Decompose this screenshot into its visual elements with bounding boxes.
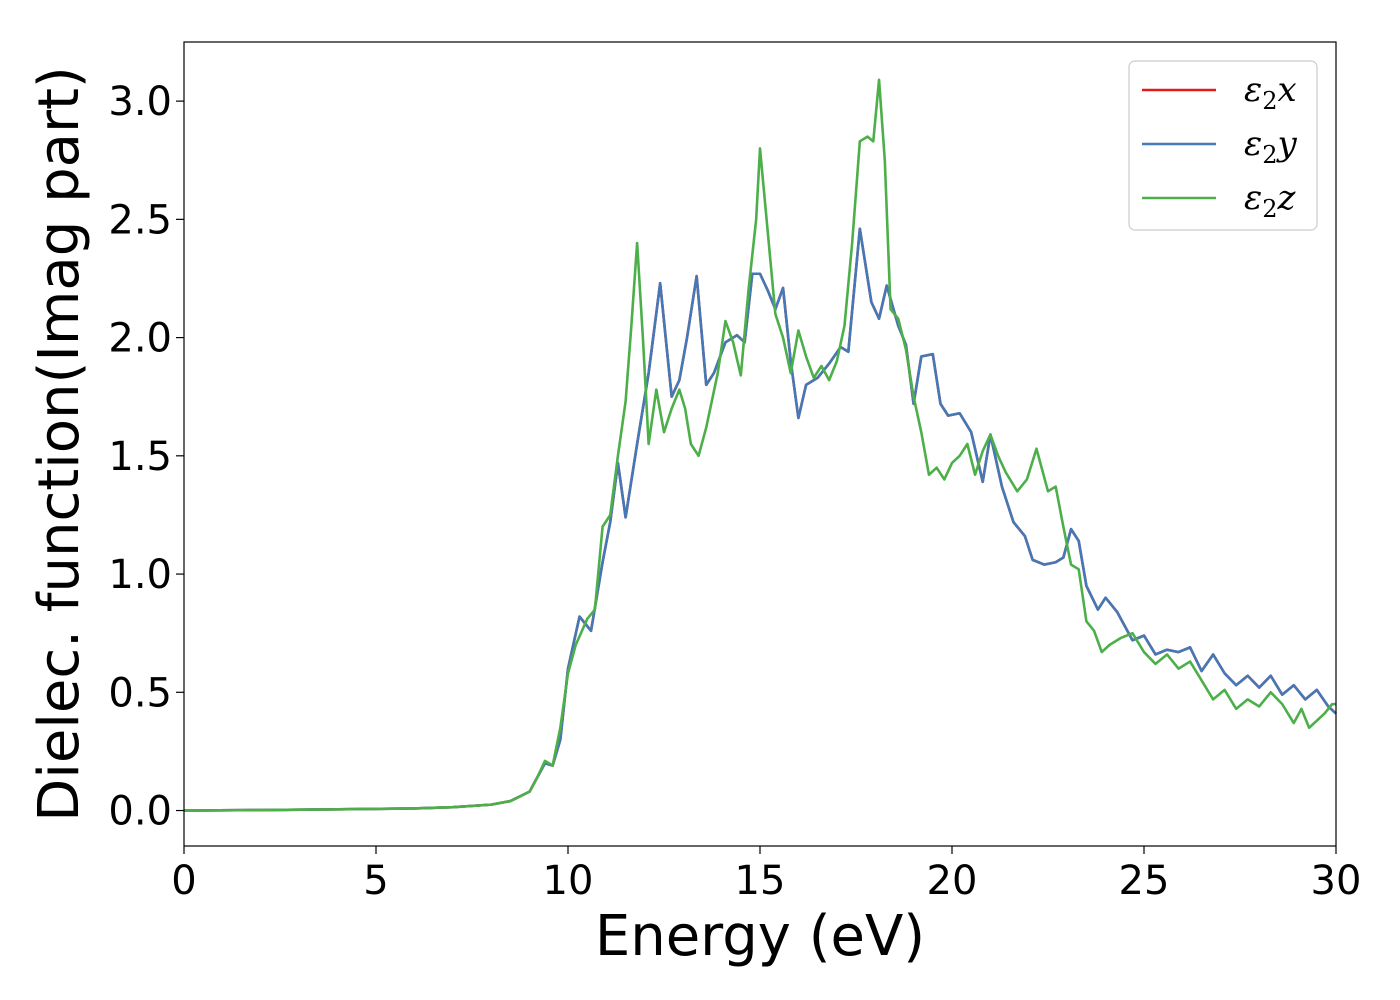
y-tick-label: 0.5 — [108, 670, 172, 716]
y-tick-label: 1.0 — [108, 552, 172, 598]
series-layer — [183, 78, 1337, 812]
x-tick-label: 15 — [735, 858, 786, 904]
series-line-y — [183, 227, 1337, 812]
y-tick-label: 0.0 — [108, 789, 172, 835]
x-tick-label: 25 — [1119, 858, 1170, 904]
series-line-z — [183, 78, 1336, 812]
y-tick-label: 2.5 — [108, 197, 172, 243]
tick-layer: 0 5 10 15 20 25 30 0.0 0.5 1.0 1.5 2.0 2.5 3.0 — [108, 79, 1361, 904]
legend-label-z: ε2z — [1244, 178, 1297, 223]
legend: ε2x ε2y ε2z — [1128, 60, 1318, 231]
y-axis-label: Dielec. function(Imag part) — [27, 66, 92, 822]
plot-frame — [183, 41, 1337, 847]
y-tick-label: 3.0 — [108, 79, 172, 125]
x-tick-label: 20 — [927, 858, 978, 904]
x-tick-label: 10 — [543, 858, 594, 904]
y-tick-label: 2.0 — [108, 316, 172, 362]
x-tick-label: 30 — [1311, 858, 1362, 904]
x-axis-label: Energy (eV) — [595, 904, 925, 969]
x-tick-label: 0 — [171, 858, 196, 904]
y-tick-label: 1.5 — [108, 434, 172, 480]
legend-box — [1128, 60, 1318, 231]
legend-label-x: ε2x — [1244, 70, 1297, 115]
legend-label-y: ε2y — [1244, 124, 1298, 169]
x-tick-label: 5 — [363, 858, 388, 904]
